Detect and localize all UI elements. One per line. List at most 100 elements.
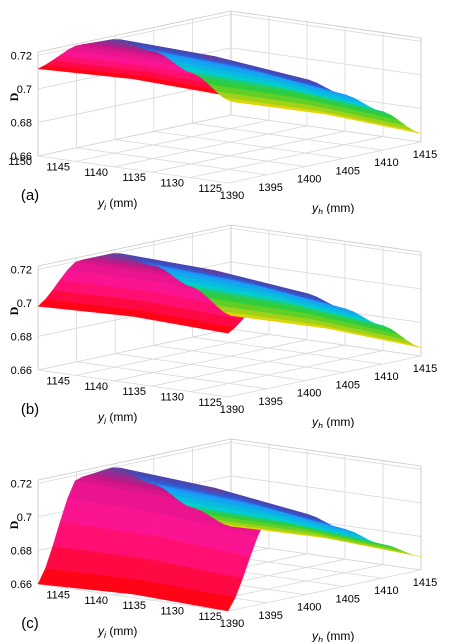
back-wall-grid-z	[37, 227, 232, 270]
y-tick-label: 1130	[160, 392, 184, 404]
side-wall-grid-z	[230, 441, 422, 470]
y-tick-label: 1150	[8, 156, 32, 168]
y-tick-label: 1125	[198, 611, 222, 623]
x-tick-label: 1405	[336, 593, 360, 605]
x-tick-label: 1410	[374, 585, 398, 597]
z-tick-label: 0.68	[11, 546, 32, 558]
frame-edge	[230, 10, 422, 39]
x-tick-label: 1405	[336, 379, 360, 391]
side-wall-grid-z	[230, 261, 422, 290]
back-wall-grid-z	[37, 441, 232, 484]
x-tick-label: 1410	[374, 157, 398, 169]
surface-patch	[318, 110, 422, 134]
floor-grid-x	[76, 361, 267, 390]
back-wall-grid-z	[37, 114, 232, 157]
panel-b: 0.66 0.68 0.7 0.72 1390 1395 1400 1405 1410 1415 1…	[0, 214, 474, 428]
panel-label: (a)	[21, 187, 39, 204]
y-tick-label: 1140	[84, 167, 108, 179]
floor-grid-y	[189, 136, 384, 178]
surface	[37, 467, 422, 612]
z-tick-label: 0.72	[11, 50, 32, 62]
floor-grid-x	[153, 131, 344, 159]
x-tick-label: 1395	[258, 610, 282, 622]
side-wall-grid-z	[230, 47, 422, 76]
floor-grid-x	[37, 583, 229, 612]
floor-grid-x	[37, 369, 229, 398]
chart-svg: 0.66 0.68 0.7 0.72 1390 1395 1400 1405 1410 1415 1…	[7, 438, 437, 642]
side-wall-grid-z	[230, 114, 422, 143]
panel-label: (b)	[21, 401, 39, 418]
floor-grid-x	[153, 345, 344, 373]
surface-patch	[311, 532, 414, 556]
frame-edge	[37, 438, 232, 481]
side-wall-grid-z	[230, 542, 422, 571]
z-tick-label: 0.66	[11, 365, 32, 377]
floor-grid-y	[227, 141, 422, 184]
z-tick-label: 0.66	[11, 579, 32, 591]
y-tick-label: 1135	[122, 172, 146, 184]
x-axis-label: yh (mm)	[311, 629, 354, 642]
z-tick-label: 0.7	[17, 298, 32, 310]
z-tick-label: 0.72	[11, 264, 32, 276]
floor-grid-x	[115, 353, 306, 381]
frame-edge	[37, 10, 232, 53]
tick-labels: 0.66 0.68 0.7 0.72 1390 1395 1400 1405 1410 1415 1…	[7, 50, 437, 214]
frame-edge	[230, 438, 422, 467]
y-tick-label: 1125	[198, 183, 222, 195]
floor-grid-x	[192, 122, 383, 151]
x-axis-label: yh (mm)	[311, 201, 354, 214]
y-tick-label: 1135	[122, 600, 146, 612]
back-wall-grid-z	[37, 328, 232, 371]
floor-grid-y	[151, 130, 346, 173]
chart-svg: 0.66 0.68 0.7 0.72 1390 1395 1400 1405 1410 1415 1…	[7, 224, 437, 428]
floor-grid-y	[113, 339, 308, 382]
x-tick-label: 1395	[258, 182, 282, 194]
x-axis-label: yh (mm)	[311, 415, 354, 428]
z-axis-label: D	[7, 92, 21, 101]
x-tick-label: 1390	[220, 190, 244, 202]
floor-grid-y	[113, 125, 308, 168]
frame-edge	[37, 224, 232, 267]
z-tick-label: 0.66	[11, 151, 32, 163]
surface	[37, 39, 422, 134]
x-tick-label: 1415	[413, 363, 437, 375]
panel-a: 0.66 0.68 0.7 0.72 1390 1395 1400 1405 1410 1415 1…	[0, 0, 474, 214]
y-tick-label: 1140	[84, 381, 108, 393]
side-wall-grid-z	[230, 13, 422, 42]
surface	[37, 253, 422, 348]
z-tick-label: 0.7	[17, 512, 32, 524]
z-tick-label: 0.68	[11, 118, 32, 130]
floor-grid-y	[151, 344, 346, 387]
back-wall-grid-z	[37, 13, 232, 56]
z-tick-label: 0.68	[11, 332, 32, 344]
surface-patch	[318, 324, 422, 348]
y-tick-label: 1130	[160, 606, 184, 618]
floor-grid-x	[192, 336, 383, 365]
x-tick-label: 1415	[413, 577, 437, 589]
frame-edge	[230, 224, 422, 253]
z-tick-label: 0.72	[11, 478, 32, 490]
y-axis-label: yi (mm)	[97, 410, 137, 426]
z-tick-label: 0.7	[17, 84, 32, 96]
x-tick-label: 1400	[297, 174, 321, 186]
floor-grid-y	[227, 355, 422, 398]
tick-labels: 0.66 0.68 0.7 0.72 1390 1395 1400 1405 1410 1415 1…	[7, 264, 437, 428]
y-tick-label: 1145	[46, 589, 70, 601]
y-tick-label: 1125	[198, 397, 222, 409]
z-axis-label: D	[7, 306, 21, 315]
floor-grid-y	[75, 120, 270, 162]
x-tick-label: 1400	[297, 602, 321, 614]
x-tick-label: 1400	[297, 388, 321, 400]
y-tick-label: 1130	[160, 178, 184, 190]
floor-grid-y	[189, 350, 384, 392]
floor-grid-x	[115, 139, 306, 167]
floor-grid-y	[227, 569, 422, 612]
x-tick-label: 1415	[413, 149, 437, 161]
x-tick-label: 1390	[220, 618, 244, 630]
y-tick-label: 1145	[46, 375, 70, 387]
side-wall-grid-z	[230, 475, 422, 504]
floor-grid-x	[37, 155, 229, 184]
chart-svg: 0.66 0.68 0.7 0.72 1390 1395 1400 1405 1410 1415 1…	[7, 10, 437, 214]
y-axis-label: yi (mm)	[97, 624, 137, 640]
